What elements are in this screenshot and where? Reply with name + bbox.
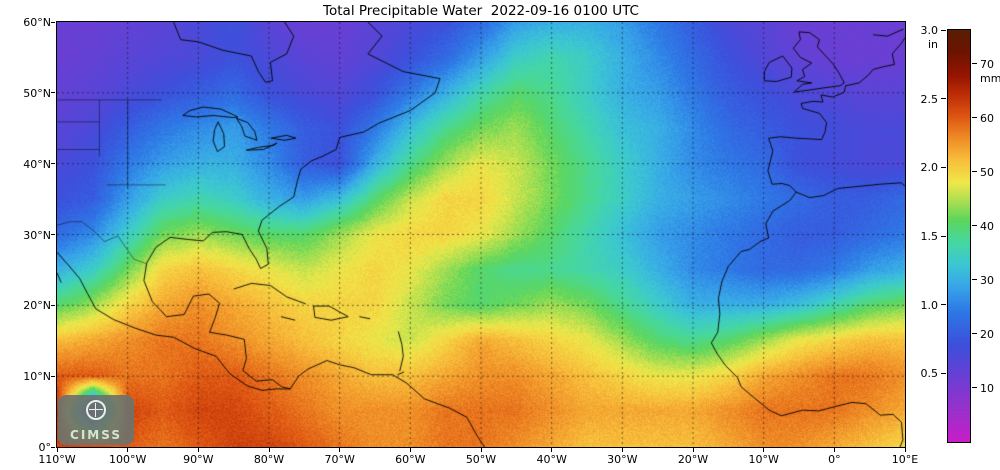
x-tick-label: 20°W (677, 453, 709, 466)
y-tick-mark (51, 234, 55, 235)
colorbar-tick-in: 0.5 (920, 367, 939, 381)
y-tick-label: 50°N (23, 86, 51, 100)
y-tick-mark (51, 21, 55, 23)
x-tick-label: 50°W (465, 453, 497, 466)
x-tick-label: 0° (828, 453, 841, 466)
colorbar-unit-mm: mm (980, 71, 1000, 85)
colorbar-tick-mark-mm (972, 279, 977, 281)
colorbar-tick-mm: 30 (980, 273, 994, 287)
x-tick-label: 100°W (108, 453, 147, 466)
x-tick-mark (268, 448, 270, 452)
y-tick-label: 30°N (23, 228, 51, 242)
x-tick-mark (621, 448, 623, 452)
colorbar-tick-mm: 50 (980, 165, 994, 179)
colorbar-tick-mark-in (941, 235, 946, 237)
x-tick-mark (833, 448, 835, 452)
x-tick-label: 90°W (183, 453, 214, 466)
colorbar-tick-mark-in (941, 304, 946, 306)
colorbar-tick-in: 2.5 (920, 92, 939, 106)
x-tick-mark (56, 448, 58, 452)
colorbar-tick-mark-in (941, 98, 946, 100)
colorbar-tick-mm: 60 (980, 111, 994, 125)
cimss-logo: CIMSS (58, 395, 134, 445)
x-tick-label: 40°W (536, 453, 567, 466)
x-tick-mark (127, 448, 129, 452)
colorbar-tick-mark-mm (972, 333, 977, 335)
colorbar-unit-in: in (927, 38, 938, 51)
colorbar-tick-mm: 40 (980, 219, 994, 233)
tpw-map-canvas (56, 21, 906, 448)
x-tick-label: 110°W (38, 453, 76, 466)
colorbar-tick-mark-in (941, 372, 946, 374)
x-tick-label: 80°W (253, 453, 285, 466)
y-tick-label: 20°N (23, 299, 51, 313)
y-tick-label: 40°N (23, 157, 51, 171)
colorbar-canvas (947, 29, 971, 443)
colorbar-tick-mark-mm (972, 387, 977, 389)
x-tick-mark (763, 448, 765, 452)
colorbar-tick-in: 1.5 (920, 230, 939, 243)
x-tick-label: 10°E (891, 453, 919, 466)
colorbar-tick-mark-mm (972, 117, 977, 119)
y-tick-mark (51, 446, 55, 448)
x-tick-mark (339, 448, 341, 452)
x-tick-mark (551, 448, 553, 452)
colorbar-tick-mm: 20 (980, 327, 994, 341)
y-tick-label: 10°N (23, 370, 51, 384)
y-tick-mark (51, 304, 55, 306)
x-tick-mark (480, 448, 482, 452)
x-tick-mark (904, 448, 906, 452)
logo-text: CIMSS (70, 428, 122, 442)
x-tick-label: 60°W (395, 453, 426, 466)
y-tick-label: 0° (38, 441, 52, 454)
colorbar-tick-in: 3.0 (920, 24, 939, 37)
x-tick-mark (692, 448, 694, 452)
y-tick-mark (51, 375, 55, 377)
x-tick-mark (409, 448, 411, 452)
colorbar-tick-in: 1.0 (920, 298, 939, 312)
colorbar-tick-mm: 70 (980, 57, 994, 71)
y-tick-mark (51, 92, 55, 94)
x-tick-label: 70°W (324, 453, 355, 466)
y-tick-label: 60°N (23, 16, 51, 29)
y-tick-mark (51, 163, 55, 165)
colorbar-tick-in: 2.0 (920, 161, 939, 175)
colorbar-tick-mark-mm (972, 225, 977, 227)
colorbar-tick-mark-mm (972, 171, 977, 173)
x-tick-mark (197, 448, 199, 452)
colorbar-tick-mark-in (941, 29, 946, 31)
colorbar-tick-mark-in (941, 166, 946, 168)
x-tick-label: 10°W (748, 453, 779, 466)
x-tick-label: 30°W (607, 453, 638, 466)
chart-title: Total Precipitable Water 2022-09-16 0100… (323, 3, 639, 19)
colorbar-tick-mm: 10 (980, 381, 994, 395)
colorbar-tick-mark-mm (972, 63, 977, 65)
globe-icon (86, 400, 106, 420)
